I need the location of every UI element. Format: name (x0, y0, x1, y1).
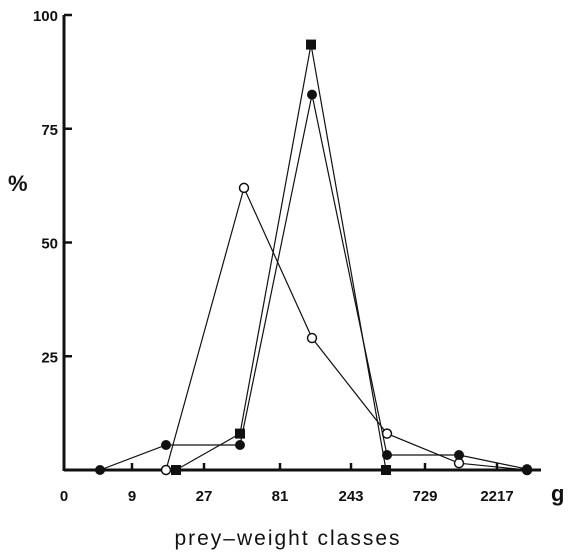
data-point-open-circle (381, 428, 393, 439)
y-tick-label: 75 (41, 122, 58, 139)
axes: 25 50 75 100 0 9 27 81 243 729 2217 (33, 8, 541, 505)
data-point-open-circle (160, 464, 172, 476)
series-filled-square (171, 39, 391, 475)
data-point-square (235, 428, 245, 439)
y-tick-label: 100 (33, 8, 58, 25)
data-point-filled-circle (522, 464, 532, 475)
data-point-square (381, 465, 391, 475)
y-tick-label: 50 (41, 236, 58, 253)
labels: % g prey–weight classes (8, 171, 564, 550)
data-point-square (171, 465, 181, 475)
y-tick-label: 25 (41, 349, 58, 366)
x-tick-label: 9 (128, 488, 136, 505)
x-axis-label: prey–weight classes (174, 527, 401, 550)
data-point-filled-circle (382, 449, 392, 460)
x-tick-label: 0 (60, 488, 68, 505)
series-open-circle (160, 182, 533, 476)
y-axis-label: % (8, 171, 28, 196)
series-line (175, 44, 387, 471)
data-point-square (306, 39, 316, 50)
x-tick-label: 729 (412, 488, 437, 505)
data-point-filled-circle (454, 449, 464, 460)
series-filled-circle (95, 89, 532, 475)
x-tick-label: 81 (272, 488, 289, 505)
x-tick-label: 2217 (480, 488, 513, 505)
series-line (165, 186, 528, 471)
series-layer (95, 39, 533, 476)
x-tick-label: 27 (196, 488, 213, 505)
data-point-open-circle (238, 182, 250, 194)
data-point-open-circle (453, 457, 465, 469)
series-line (99, 94, 528, 471)
data-point-open-circle (306, 332, 318, 344)
data-point-filled-circle (307, 89, 317, 100)
data-point-filled-circle (95, 465, 105, 475)
x-axis-unit: g (551, 481, 564, 506)
data-point-filled-circle (235, 439, 245, 450)
x-tick-label: 243 (338, 488, 363, 505)
data-point-filled-circle (161, 439, 171, 450)
